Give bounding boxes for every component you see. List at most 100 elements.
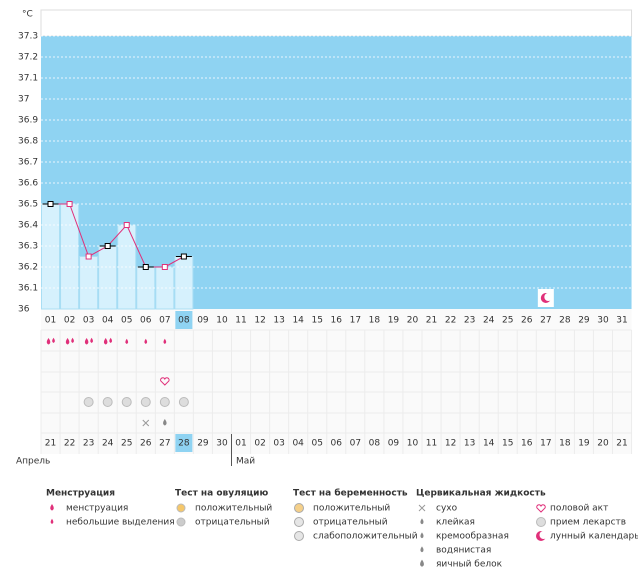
drop-icon — [52, 337, 55, 343]
drop-icon — [163, 338, 167, 344]
legend-title: Цервикальная жидкость — [416, 489, 546, 499]
legend-icon — [294, 503, 304, 513]
moon-cut — [539, 531, 548, 539]
date-label: 10 — [407, 439, 419, 449]
date-label: 12 — [445, 439, 456, 449]
temp-point — [104, 243, 111, 249]
date-label: 09 — [388, 439, 400, 449]
today-bg — [175, 311, 193, 329]
date-label: 23 — [83, 439, 94, 449]
drop-icon — [144, 338, 148, 344]
x-tick-label: 25 — [502, 316, 513, 326]
y-tick-label: 36.6 — [18, 179, 38, 189]
temp-point — [47, 201, 54, 207]
legend-item: лунный календарь — [550, 532, 638, 542]
date-label: 17 — [540, 439, 551, 449]
drop-icon — [84, 338, 89, 345]
y-tick-label: 37 — [18, 95, 29, 105]
temp-point — [66, 201, 73, 207]
y-tick-label: 36.3 — [18, 242, 38, 252]
date-label: 25 — [121, 439, 132, 449]
x-tick-label: 21 — [426, 316, 437, 326]
x-tick-label: 31 — [616, 316, 627, 326]
pill-icon — [159, 397, 170, 407]
x-tick-label: 30 — [597, 316, 609, 326]
legend-item: прием лекарств — [550, 518, 626, 528]
x-tick-label: 11 — [235, 316, 246, 326]
table-bg — [41, 309, 632, 454]
temp-bar — [41, 203, 61, 310]
y-tick-label: 36.1 — [18, 284, 38, 294]
drop-icon — [46, 338, 51, 345]
x-tick-label: 02 — [64, 316, 75, 326]
x-tick-label: 15 — [311, 316, 322, 326]
x-tick-label: 24 — [483, 316, 495, 326]
x-tick-label: 22 — [445, 316, 456, 326]
temp-point — [142, 264, 149, 270]
x-tick-label: 09 — [197, 316, 209, 326]
temp-line — [50, 203, 185, 268]
legend-icon — [294, 517, 304, 527]
x-tick-label: 19 — [388, 316, 400, 326]
x-tick-label: 07 — [159, 316, 170, 326]
x-tick-label: 28 — [559, 316, 571, 326]
legend-item: небольшие выделения — [66, 518, 175, 528]
legend-item: слабоположительный — [313, 532, 418, 542]
month-label: Апрель — [16, 457, 50, 467]
pill-icon — [178, 397, 189, 407]
y-tick-label: 36 — [18, 305, 30, 315]
heart-icon — [536, 504, 546, 513]
date-label: 21 — [616, 439, 627, 449]
x-tick-label: 06 — [140, 316, 152, 326]
legend-icon — [294, 531, 304, 541]
date-label: 14 — [483, 439, 495, 449]
legend-item: яичный белок — [436, 560, 503, 570]
y-axis-label: °C — [22, 10, 33, 20]
date-label: 08 — [369, 439, 381, 449]
drop-icon — [90, 337, 94, 343]
cross-icon — [142, 419, 150, 427]
y-tick-label: 36.4 — [18, 221, 38, 231]
date-label: 27 — [159, 439, 170, 449]
temp-bar — [60, 203, 80, 310]
drop-icon — [103, 338, 108, 345]
temp-bar — [79, 256, 99, 310]
date-label: 02 — [254, 439, 265, 449]
date-label: 04 — [292, 439, 304, 449]
moon-cut — [544, 293, 553, 301]
drop-icon — [420, 559, 424, 567]
drop-icon — [163, 419, 167, 426]
pill-icon — [102, 397, 113, 407]
x-tick-label: 14 — [292, 316, 304, 326]
y-tick-label: 37.3 — [18, 32, 38, 42]
x-tick-label: 18 — [369, 316, 381, 326]
legend-title: Тест на беременность — [293, 488, 408, 499]
legend-icon — [176, 517, 186, 527]
y-tick-label: 36.5 — [18, 200, 38, 210]
x-tick-label: 03 — [83, 316, 94, 326]
drop-icon — [125, 338, 129, 344]
x-tick-label: 16 — [331, 316, 343, 326]
legend-title: Тест на овуляцию — [175, 489, 268, 499]
y-tick-label: 36.9 — [18, 116, 38, 126]
x-tick-label: 08 — [178, 316, 190, 326]
x-tick-label: 27 — [540, 316, 551, 326]
date-label: 06 — [331, 439, 343, 449]
date-label: 01 — [235, 439, 246, 449]
legend-item: отрицательный — [313, 518, 388, 528]
temp-bar — [174, 256, 194, 310]
date-label: 21 — [45, 439, 56, 449]
drop-icon — [50, 504, 54, 511]
temp-bar — [98, 245, 118, 310]
legend-icon — [176, 503, 186, 513]
legend-item: положительный — [195, 504, 272, 514]
month-label: Май — [236, 457, 255, 467]
today-bg — [175, 434, 193, 452]
pill-icon — [140, 397, 151, 407]
date-label: 26 — [140, 439, 152, 449]
x-tick-label: 01 — [45, 316, 56, 326]
date-label: 30 — [216, 439, 228, 449]
date-label: 20 — [597, 439, 609, 449]
temp-point — [180, 253, 187, 260]
